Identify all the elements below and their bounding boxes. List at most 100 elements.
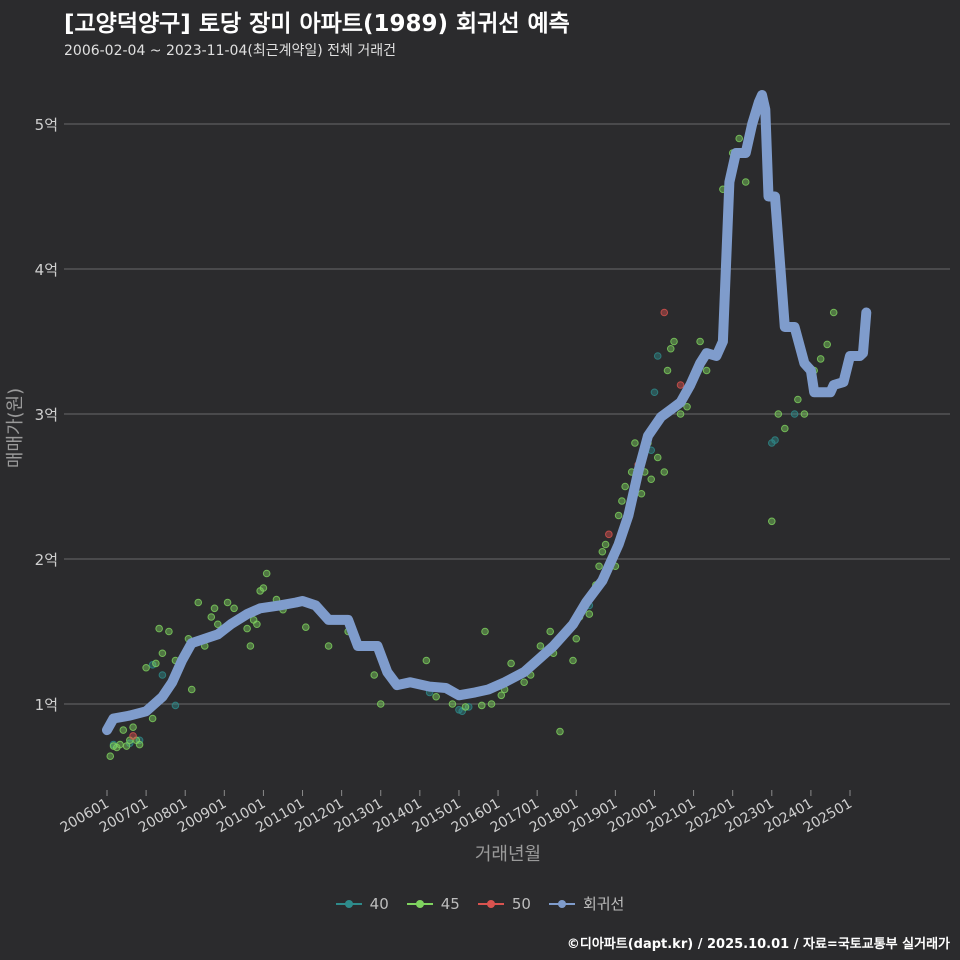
scatter-point-45	[546, 627, 554, 636]
scatter-point-45	[213, 620, 222, 629]
scatter-point-50	[676, 381, 685, 389]
scatter-point-45	[676, 410, 685, 418]
footer-credit: ©디아파트(dapt.kr) / 2025.10.01 / 자료=국토교통부 실…	[566, 937, 950, 952]
scatter-point-45	[637, 489, 646, 498]
legend-swatch-dot	[415, 899, 424, 908]
scatter-point-45	[210, 604, 219, 613]
scatter-point-40	[653, 352, 662, 360]
scatter-point-45	[663, 366, 672, 375]
scatter-point-45	[246, 642, 255, 650]
scatter-point-45	[800, 410, 809, 418]
scatter-point-45	[148, 714, 157, 723]
scatter-point-45	[741, 178, 750, 186]
legend-item: 50	[477, 893, 531, 914]
chart-subtitle: 2006-02-04 ~ 2023-11-04(최근계약일) 전체 거래건	[64, 43, 396, 59]
y-tick-label: 4억	[35, 261, 58, 279]
scatter-point-45	[187, 685, 196, 694]
scatter-point-45	[243, 624, 251, 633]
scatter-point-45	[477, 701, 486, 710]
scatter-point-40	[790, 410, 799, 418]
x-axis-label: 거래년월	[475, 844, 541, 865]
scatter-point-45	[122, 742, 131, 750]
scatter-point-45	[618, 497, 626, 505]
legend-swatch	[548, 897, 575, 911]
scatter-point-45	[370, 671, 379, 679]
scatter-point-45	[116, 740, 124, 749]
scatter-point-45	[660, 468, 669, 476]
scatter-point-45	[207, 613, 216, 621]
scatter-point-45	[301, 623, 310, 631]
regression-line	[102, 90, 872, 736]
legend-swatch	[406, 897, 433, 911]
scatter-point-45	[448, 700, 457, 708]
scatter-point-45	[666, 344, 675, 353]
scatter-point-45	[497, 691, 506, 700]
scatter-point-45	[621, 482, 629, 491]
scatter-point-45	[823, 340, 831, 349]
scatter-point-45	[253, 620, 261, 629]
scatter-point-45	[194, 598, 203, 607]
scatter-point-45	[461, 703, 470, 711]
scatter-point-40	[650, 388, 659, 397]
scatter-point-45	[106, 752, 115, 761]
scatter-point-45	[614, 511, 623, 520]
legend-swatch-dot	[486, 899, 495, 908]
scatter-point-45	[556, 727, 564, 736]
grid-layer	[64, 123, 950, 705]
scatter-point-45	[119, 726, 128, 734]
scatter-point-50	[660, 308, 669, 317]
scatter-point-40	[158, 671, 167, 679]
scatter-point-45	[829, 308, 838, 317]
scatter-point-45	[598, 547, 607, 556]
scatter-point-45	[165, 627, 173, 636]
legend-label: 50	[511, 894, 531, 913]
legend-label: 45	[440, 894, 460, 913]
scatter-point-45	[230, 604, 238, 613]
scatter-point-45	[816, 355, 825, 363]
legend-label: 40	[369, 894, 389, 913]
scatter-point-45	[152, 659, 160, 668]
scatter-point-45	[683, 402, 691, 411]
scatter-point-45	[259, 584, 268, 592]
y-tick-label: 2억	[35, 551, 58, 569]
scatter-point-45	[135, 740, 144, 749]
scatter-point-45	[781, 424, 789, 433]
scatter-point-45	[670, 337, 678, 346]
scatter-point-45	[142, 663, 150, 672]
scatter-point-45	[129, 723, 137, 732]
scatter-point-45	[481, 627, 489, 636]
scatter-point-50	[605, 530, 613, 539]
legend-swatch	[335, 897, 362, 911]
scatter-point-45	[376, 700, 385, 708]
scatter-point-45	[735, 134, 744, 143]
legend-swatch-dot	[557, 899, 566, 908]
scatter-point-45	[647, 475, 656, 484]
scatter-point-45	[155, 624, 163, 633]
x-tick-labels: 2006012007012008012009012010012011012012…	[58, 790, 855, 836]
y-tick-label: 1억	[35, 696, 58, 714]
legend-swatch	[477, 897, 504, 911]
scatter-point-45	[631, 439, 639, 447]
scatter-point-45	[585, 610, 594, 618]
scatter-point-45	[262, 569, 271, 578]
scatter-point-45	[702, 366, 711, 375]
legend-item: 40	[335, 893, 389, 914]
scatter-point-50	[129, 732, 137, 740]
scatter-point-40	[771, 436, 779, 444]
scatter-point-45	[794, 395, 802, 404]
scatter-point-45	[158, 649, 167, 658]
scatter-point-45	[520, 678, 528, 687]
y-tick-labels: 1억 2억 3억 4억 5억	[35, 116, 58, 714]
scatter-point-45	[422, 656, 431, 665]
scatter-point-45	[601, 540, 610, 549]
y-tick-label: 3억	[35, 406, 58, 424]
scatter-point-45	[569, 656, 577, 665]
scatter-point-45	[653, 453, 662, 462]
legend-item: 회귀선	[548, 893, 625, 914]
scatter-point-45	[223, 598, 232, 607]
scatter-point-45	[324, 642, 333, 650]
scatter-point-45	[432, 692, 440, 701]
legend-swatch-dot	[344, 899, 353, 908]
legend-label: 회귀선	[582, 895, 625, 913]
y-axis-label: 매매가(원)	[5, 388, 26, 468]
